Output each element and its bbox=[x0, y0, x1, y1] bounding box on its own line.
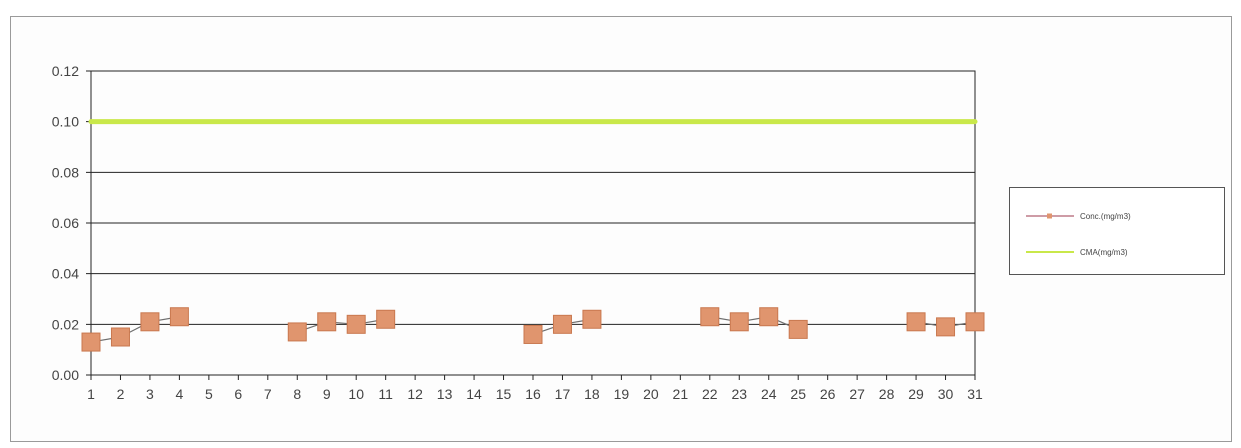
data-point-conc bbox=[906, 312, 926, 332]
legend-swatch-conc bbox=[1020, 208, 1078, 224]
legend-label-cma: CMA(mg/m3) bbox=[1080, 247, 1128, 257]
data-point-conc bbox=[169, 307, 189, 327]
legend: Conc.(mg/m3) CMA(mg/m3) bbox=[1009, 187, 1225, 275]
x-tick-label: 2 bbox=[117, 386, 125, 402]
x-tick-label: 12 bbox=[407, 386, 423, 402]
y-tick-label: 0.12 bbox=[52, 63, 79, 79]
x-tick-label: 18 bbox=[584, 386, 600, 402]
x-tick-label: 10 bbox=[348, 386, 364, 402]
x-tick-label: 28 bbox=[879, 386, 895, 402]
data-point-conc bbox=[287, 322, 307, 342]
x-tick-label: 22 bbox=[702, 386, 718, 402]
chart-frame: 0.00 0.02 0.04 0.06 0.08 0.10 0.12 1 2 3 4 5 6 7 8 9 10 1… bbox=[10, 16, 1232, 442]
data-point-conc bbox=[582, 309, 602, 329]
data-point-conc bbox=[523, 324, 543, 344]
x-tick-label: 7 bbox=[264, 386, 272, 402]
data-point-conc bbox=[936, 317, 956, 337]
data-point-conc bbox=[552, 314, 572, 334]
y-tick-label: 0.08 bbox=[52, 164, 79, 180]
data-point-conc bbox=[110, 327, 130, 347]
legend-item-conc: Conc.(mg/m3) bbox=[1020, 208, 1131, 224]
legend-label-conc: Conc.(mg/m3) bbox=[1080, 211, 1131, 221]
x-tick-label: 26 bbox=[820, 386, 836, 402]
x-tick-label: 20 bbox=[643, 386, 659, 402]
y-tick-label: 0.10 bbox=[52, 114, 79, 130]
x-tick-label: 4 bbox=[176, 386, 184, 402]
y-tick-label: 0.02 bbox=[52, 316, 79, 332]
x-tick-label: 31 bbox=[967, 386, 983, 402]
data-point-conc bbox=[759, 307, 779, 327]
y-tick-label: 0.06 bbox=[52, 215, 79, 231]
x-tick-label: 6 bbox=[234, 386, 242, 402]
x-tick-label: 21 bbox=[673, 386, 689, 402]
x-tick-label: 1 bbox=[87, 386, 95, 402]
data-point-conc bbox=[700, 307, 720, 327]
legend-swatch-cma bbox=[1020, 244, 1078, 260]
x-tick-label: 3 bbox=[146, 386, 154, 402]
x-tick-label: 8 bbox=[293, 386, 301, 402]
x-tick-label: 27 bbox=[849, 386, 865, 402]
x-tick-label: 16 bbox=[525, 386, 541, 402]
y-tick-label: 0.00 bbox=[52, 367, 79, 383]
data-point-conc bbox=[140, 312, 160, 332]
x-tick-label: 14 bbox=[466, 386, 482, 402]
data-point-conc bbox=[317, 312, 337, 332]
x-tick-label: 17 bbox=[555, 386, 571, 402]
data-point-conc bbox=[729, 312, 749, 332]
x-tick-label: 25 bbox=[790, 386, 806, 402]
data-point-conc bbox=[965, 312, 985, 332]
x-tick-label: 30 bbox=[938, 386, 954, 402]
x-tick-label: 11 bbox=[378, 386, 393, 402]
x-tick-label: 23 bbox=[731, 386, 747, 402]
x-tick-label: 9 bbox=[323, 386, 331, 402]
data-point-conc bbox=[346, 314, 366, 334]
x-tick-label: 5 bbox=[205, 386, 213, 402]
chart-plot: 0.000.020.040.060.080.100.121 2 3 4 5 6 7 8 9 10 1… bbox=[52, 63, 985, 402]
x-tick-label: 15 bbox=[496, 386, 512, 402]
x-tick-label: 29 bbox=[908, 386, 924, 402]
x-tick-label: 19 bbox=[614, 386, 630, 402]
data-point-conc bbox=[81, 332, 101, 352]
x-tick-label: 13 bbox=[437, 386, 453, 402]
data-point-conc bbox=[788, 319, 808, 339]
x-tick-label: 24 bbox=[761, 386, 777, 402]
data-point-conc bbox=[376, 309, 396, 329]
y-tick-label: 0.04 bbox=[52, 266, 79, 282]
legend-item-cma: CMA(mg/m3) bbox=[1020, 244, 1128, 260]
